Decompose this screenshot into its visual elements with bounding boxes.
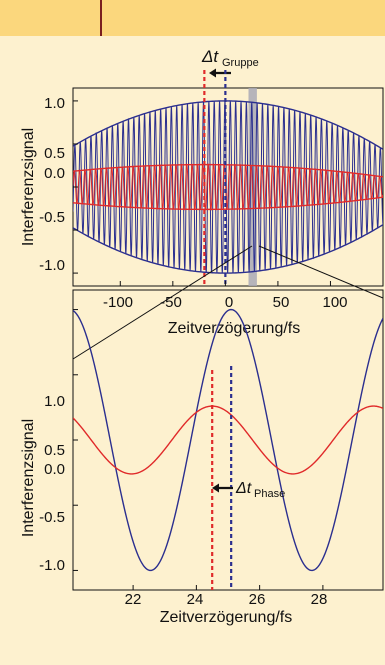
group-delay-symbol: Δt	[201, 47, 219, 66]
top-x-tick-label: 100	[322, 294, 347, 311]
bottom-y-tick-label: -1.0	[39, 557, 65, 574]
group-delay-subscript: Gruppe	[222, 57, 259, 69]
top-x-tick-label: -100	[103, 294, 133, 311]
top-y-tick-label: 0.0	[44, 165, 65, 182]
group-delay-arrow-head	[209, 68, 216, 78]
phase-delay-symbol: Δt	[235, 480, 252, 497]
top-x-axis-label: Zeitverzögerung/fs	[168, 320, 301, 337]
top-axis-ticks	[73, 100, 331, 286]
top-y-tick-label: -1.0	[39, 257, 65, 274]
bottom-y-tick-label: 1.0	[44, 393, 65, 410]
phase-delay-arrow-head	[212, 483, 219, 493]
top-x-tick-label: -50	[160, 294, 182, 311]
top-y-tick-label: 1.0	[44, 95, 65, 112]
top-y-tick-label: -0.5	[39, 209, 65, 226]
phase-delay-subscript: Phase	[254, 488, 285, 500]
bottom-y-tick-label: 0.5	[44, 442, 65, 459]
bottom-x-tick-label: 26	[249, 591, 266, 608]
top-x-tick-label: 0	[225, 294, 233, 311]
bottom-y-tick-label: 0.0	[44, 461, 65, 478]
bottom-y-tick-label: -0.5	[39, 509, 65, 526]
header-band	[0, 0, 385, 36]
top-red-envelope	[73, 163, 383, 211]
group-delay-annotation: Δt Gruppe	[201, 47, 259, 78]
bottom-x-tick-label: 24	[187, 591, 204, 608]
top-y-axis-label: Interferenzsignal	[20, 128, 37, 246]
bottom-y-axis-label: Interferenzsignal	[20, 419, 37, 537]
bottom-x-tick-label: 28	[311, 591, 328, 608]
top-chart: -100 -50 0 50 100 1.0 0.5 0.0 -0.5 -1.0 …	[20, 70, 384, 337]
top-y-tick-label: 0.5	[44, 145, 65, 162]
top-blue-envelope	[73, 100, 383, 274]
zoom-connector-left	[72, 245, 253, 360]
header-rule	[100, 0, 102, 36]
bottom-x-axis-label: Zeitverzögerung/fs	[160, 609, 293, 626]
top-x-tick-label: 50	[273, 294, 290, 311]
bottom-axis-ticks	[73, 309, 324, 590]
bottom-red-signal	[73, 405, 383, 475]
bottom-blue-signal	[73, 308, 383, 572]
bottom-x-tick-label: 22	[125, 591, 142, 608]
phase-delay-annotation: Δt Phase	[212, 480, 285, 500]
zoom-connector-right	[258, 245, 384, 299]
bottom-chart: 22 24 26 28 1.0 0.5 0.0 -0.5 -1.0 Zeitve…	[20, 289, 384, 626]
